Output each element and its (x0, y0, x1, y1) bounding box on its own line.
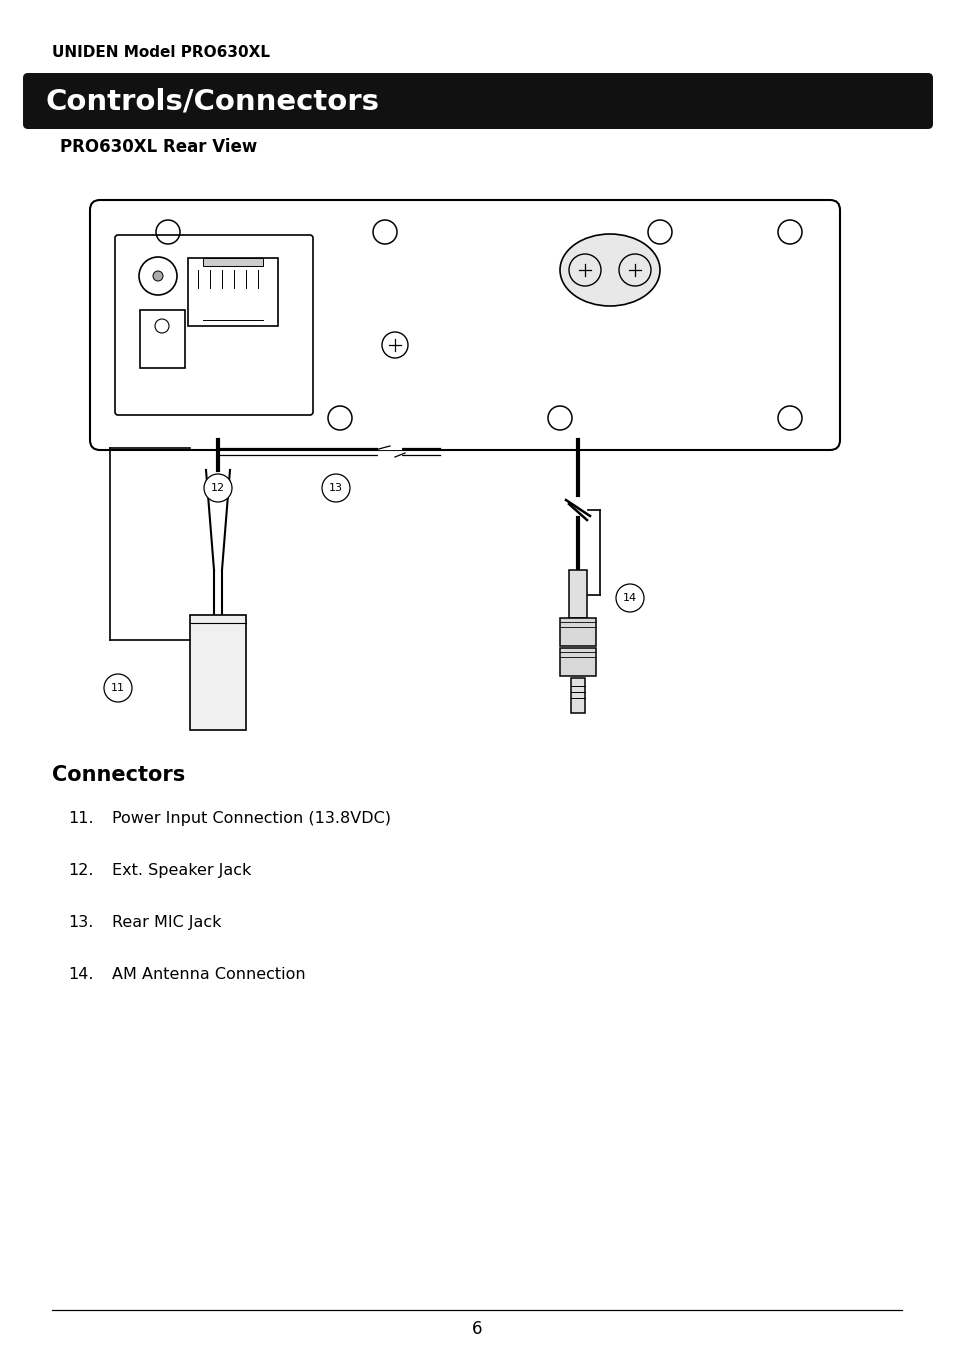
Bar (188, 258, 277, 325)
Circle shape (616, 585, 643, 612)
Circle shape (322, 474, 350, 502)
Bar (559, 618, 596, 647)
Bar (568, 570, 586, 618)
Text: 12.: 12. (68, 863, 93, 878)
Text: 12: 12 (211, 483, 225, 493)
Bar (140, 310, 185, 369)
Text: 11: 11 (111, 683, 125, 693)
Bar (571, 678, 584, 713)
Text: Rear MIC Jack: Rear MIC Jack (112, 915, 221, 930)
FancyBboxPatch shape (115, 235, 313, 414)
Text: 14: 14 (622, 593, 637, 603)
Text: 14.: 14. (68, 967, 93, 981)
Circle shape (204, 474, 232, 502)
Text: 11.: 11. (68, 811, 93, 826)
Circle shape (104, 674, 132, 702)
FancyBboxPatch shape (23, 73, 932, 130)
Text: PRO630XL Rear View: PRO630XL Rear View (60, 138, 257, 157)
Text: AM Antenna Connection: AM Antenna Connection (112, 967, 305, 981)
Circle shape (152, 271, 163, 281)
Bar (190, 616, 246, 730)
Text: 13.: 13. (68, 915, 93, 930)
Text: Ext. Speaker Jack: Ext. Speaker Jack (112, 863, 251, 878)
Ellipse shape (559, 234, 659, 306)
FancyBboxPatch shape (90, 200, 840, 450)
Text: Controls/Connectors: Controls/Connectors (46, 86, 379, 115)
Bar (559, 648, 596, 676)
Text: Power Input Connection (13.8VDC): Power Input Connection (13.8VDC) (112, 811, 391, 826)
Text: 6: 6 (471, 1320, 482, 1338)
Text: UNIDEN Model PRO630XL: UNIDEN Model PRO630XL (52, 45, 270, 59)
Text: 13: 13 (329, 483, 343, 493)
Bar (203, 258, 263, 266)
Text: Connectors: Connectors (52, 765, 185, 784)
